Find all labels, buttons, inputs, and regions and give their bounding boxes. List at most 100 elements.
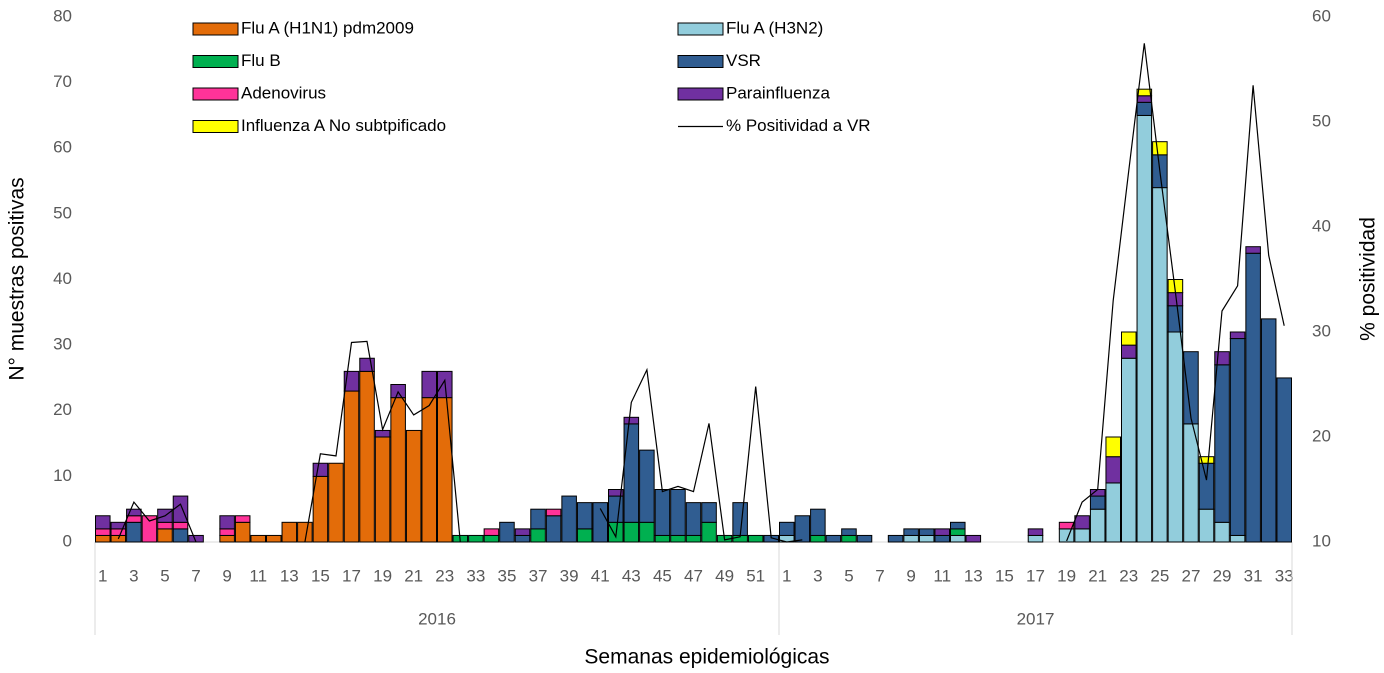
bar <box>887 534 904 543</box>
x-tick-label: 1 <box>782 566 791 585</box>
bar <box>281 521 298 543</box>
bar <box>1058 521 1075 530</box>
x-tick-label: 5 <box>844 566 853 585</box>
x-tick-label: 41 <box>591 566 610 585</box>
bar <box>359 370 375 543</box>
x-tick-label: 7 <box>875 566 884 585</box>
y-tick-label: 80 <box>53 6 72 25</box>
bar <box>95 534 111 543</box>
bar <box>623 521 640 543</box>
x-tick-label: 5 <box>160 566 169 585</box>
bar <box>1245 252 1261 543</box>
bar <box>670 489 686 536</box>
legend-swatch <box>677 55 724 68</box>
legend-label: Flu A (H3N2) <box>726 18 823 37</box>
y-tick-label: 0 <box>63 531 72 550</box>
bar <box>1121 331 1137 346</box>
bar <box>841 534 857 543</box>
legend-swatch <box>192 120 239 133</box>
y-tick-label: 40 <box>53 269 72 288</box>
bar <box>126 521 142 543</box>
y2-tick-label: 20 <box>1312 426 1331 445</box>
bar <box>545 515 562 543</box>
bar <box>390 397 406 543</box>
bar <box>1136 95 1153 103</box>
legend-swatch <box>192 55 239 68</box>
bar <box>1245 246 1261 254</box>
legend-label: Influenza A No subtpificado <box>241 116 446 135</box>
bar <box>654 489 671 536</box>
bar <box>810 508 826 536</box>
bar <box>126 508 142 517</box>
x-tick-label: 7 <box>191 566 200 585</box>
bar <box>623 423 640 523</box>
y2-tick-label: 30 <box>1312 321 1331 340</box>
x-tick-label: 15 <box>995 566 1014 585</box>
bar <box>856 534 873 543</box>
bar <box>219 515 235 530</box>
bar <box>1089 489 1106 497</box>
x-group-label: 2016 <box>418 609 456 628</box>
x-tick-label: 9 <box>906 566 915 585</box>
bar <box>483 534 500 543</box>
bar <box>1276 377 1293 543</box>
x-axis-title: Semanas epidemiológicas <box>584 646 829 669</box>
y-tick-label: 70 <box>53 72 72 91</box>
bar <box>1152 141 1168 156</box>
bar <box>141 515 158 543</box>
x-tick-label: 23 <box>435 566 454 585</box>
bar <box>747 534 764 543</box>
bar <box>126 515 142 523</box>
bar <box>1183 351 1199 425</box>
bar <box>405 429 422 543</box>
y-tick-label: 10 <box>53 466 72 485</box>
bar <box>810 534 826 543</box>
bar <box>1074 515 1090 530</box>
x-tick-label: 33 <box>1275 566 1294 585</box>
bar <box>234 515 251 523</box>
x-tick-label: 47 <box>684 566 703 585</box>
x-tick-label: 3 <box>813 566 822 585</box>
bar <box>1136 101 1153 116</box>
x-tick-label: 13 <box>280 566 299 585</box>
bar <box>1121 344 1137 359</box>
y-tick-label: 20 <box>53 400 72 419</box>
x-tick-label: 43 <box>622 566 641 585</box>
bar <box>1183 423 1199 543</box>
bar <box>421 370 438 399</box>
bar <box>172 495 189 523</box>
x-tick-label: 49 <box>715 566 734 585</box>
bar <box>918 528 935 536</box>
x-tick-label: 37 <box>529 566 548 585</box>
bar <box>483 528 500 536</box>
bar <box>1229 338 1246 536</box>
bar <box>950 521 966 530</box>
bar <box>1136 114 1153 543</box>
bar <box>545 508 562 517</box>
bar <box>468 534 484 543</box>
bar <box>1074 528 1090 543</box>
x-tick-label: 19 <box>1057 566 1076 585</box>
bar <box>670 534 686 543</box>
bar <box>172 528 189 543</box>
x-tick-label: 51 <box>746 566 765 585</box>
bar <box>266 534 282 543</box>
bar <box>1198 508 1215 543</box>
bar <box>421 397 438 543</box>
bar <box>1089 508 1106 543</box>
legend-swatch <box>192 22 239 36</box>
bar <box>172 521 189 530</box>
bar <box>1027 534 1044 543</box>
bar <box>328 462 344 543</box>
x-tick-label: 11 <box>249 566 267 585</box>
bar <box>934 528 950 536</box>
y-tick-label: 60 <box>53 138 72 157</box>
bar <box>685 502 702 536</box>
bar <box>950 528 966 536</box>
x-tick-label: 15 <box>311 566 330 585</box>
x-tick-label: 1 <box>98 566 107 585</box>
bar <box>623 416 640 425</box>
bar <box>841 528 857 536</box>
bar <box>934 534 950 543</box>
bar <box>903 534 919 543</box>
